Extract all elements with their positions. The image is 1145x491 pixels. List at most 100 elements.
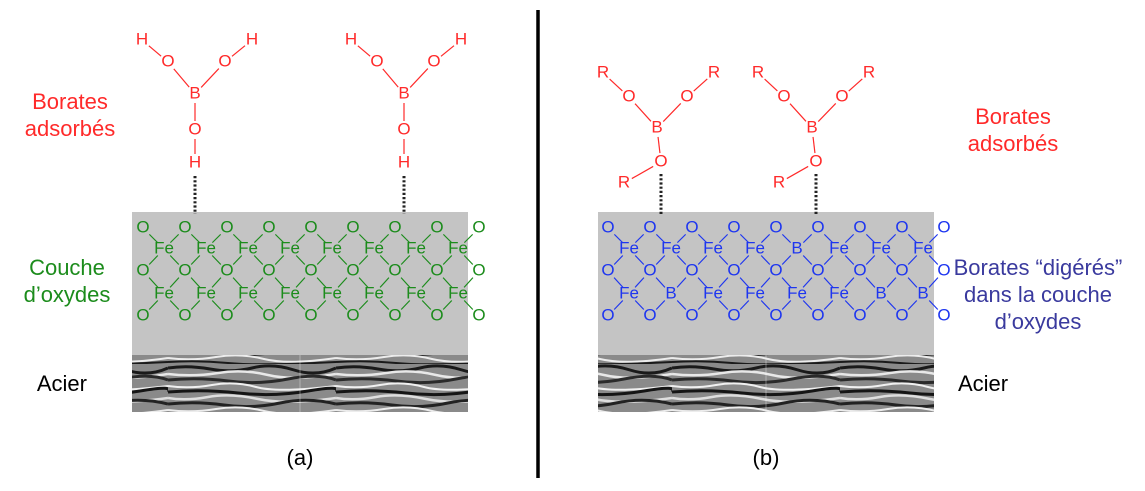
panel-a-lattice-bond	[295, 233, 306, 244]
panel-a-borate-2-bond	[440, 45, 455, 57]
panel-b-lattice-bond	[655, 300, 666, 310]
panel-b-lattice-bond	[928, 277, 939, 288]
panel-a-lattice-bond	[463, 277, 474, 288]
panel-a-lattice-bond	[190, 300, 201, 310]
panel-b-oxygen-atom: O	[727, 260, 740, 279]
panel-b-lattice-bond	[655, 255, 666, 265]
panel-b-lattice-bond	[928, 233, 939, 244]
panel-a-iron-atom: Fe	[322, 238, 342, 257]
panel-a-lattice-bond	[211, 277, 222, 288]
panel-a-lattice-bond	[337, 255, 348, 265]
panel-a-lattice-bond	[274, 255, 285, 265]
panel-a-oxygen-atom: O	[178, 260, 191, 279]
panel-a-lattice-bond	[358, 277, 369, 288]
panel-b-lattice-bond	[697, 277, 708, 288]
panel-b-borate-2-r-group: R	[773, 172, 785, 191]
label-couche-oxydes-line1: Couche	[29, 255, 105, 280]
panel-a-oxygen-atom: O	[262, 305, 275, 324]
panel-b-oxygen-atom: O	[601, 305, 614, 324]
panel-a-lattice-bond	[421, 233, 432, 244]
panel-b-iron-atom: Fe	[871, 238, 891, 257]
panel-b-lattice-bond	[802, 277, 813, 288]
panel-a-borate-2-oxygen-atom: O	[427, 51, 440, 70]
panel-b-lattice-bond	[781, 277, 792, 288]
panel-a-lattice-bond	[253, 233, 264, 244]
panel-b-borate-2-bond	[812, 136, 816, 154]
panel-a-borate-1-hydrogen-atom: H	[246, 29, 258, 48]
panel-b-lattice-bond	[760, 300, 771, 310]
panel-b-borate-1-r-group: R	[708, 62, 720, 81]
panel-b-borate-1-bond	[631, 165, 654, 180]
panel-a-lattice-bond	[232, 233, 243, 244]
panel-b-borate-2-oxygen-atom: O	[809, 151, 822, 170]
panel-a-lattice-bond	[442, 300, 453, 310]
panel-b-lattice-bond	[781, 300, 792, 310]
label-borates-adsorbes-b-line1: Borates	[975, 104, 1051, 129]
panel-b-iron-atom: Fe	[619, 238, 639, 257]
panel-a-borate-2-boron-atom: B	[398, 83, 409, 102]
panel-b-lattice-bond	[760, 255, 771, 265]
panel-b-oxygen-atom: O	[769, 305, 782, 324]
panel-a-borate-2-hydrogen-atom: H	[455, 29, 467, 48]
panel-b-lattice-bond	[739, 300, 750, 310]
panel-a-borate-1-bond	[231, 45, 246, 57]
panel-a-oxygen-atom: O	[472, 217, 485, 236]
panel-b-lattice-bond	[802, 255, 813, 265]
panel-a-borate-1-bond	[200, 68, 220, 88]
panel-b-lattice-bond	[718, 277, 729, 288]
panel-a-oxygen-atom: O	[262, 260, 275, 279]
panel-b-lattice-bond	[718, 300, 729, 310]
panel-a-lattice-bond	[169, 255, 180, 265]
panel-a-lattice-bond	[211, 300, 222, 310]
panel-b-borate-1-r-group: R	[597, 62, 609, 81]
panel-b-borate-1-bond	[662, 103, 682, 122]
panel-a-borate-2-hydrogen-atom: H	[398, 152, 410, 171]
panel-b-lattice-bond	[613, 300, 624, 310]
panel-b-oxygen-atom: O	[895, 260, 908, 279]
panel-a-oxygen-atom: O	[304, 260, 317, 279]
panel-b-lattice-bond	[802, 233, 813, 244]
panel-b-lattice-bond	[928, 300, 939, 310]
panel-a-oxygen-atom: O	[178, 217, 191, 236]
panel-b-borate-1-bond	[609, 78, 623, 92]
panel-b-lattice-bond	[907, 255, 918, 265]
panel-a-oxygen-atom: O	[472, 305, 485, 324]
panel-b-borate-2-bond	[817, 103, 837, 122]
panel-a-lattice-bond	[463, 255, 474, 265]
panel-a-oxygen-atom: O	[220, 217, 233, 236]
panel-b-lattice-bond	[823, 300, 834, 310]
panel-a-iron-atom: Fe	[406, 283, 426, 302]
panel-a-lattice-bond	[169, 233, 180, 244]
panel-b-iron-atom: Fe	[619, 283, 639, 302]
panel-b-lattice-bond	[844, 277, 855, 288]
caption-a: (a)	[287, 445, 314, 470]
panel-a-borate-1-boron-atom: B	[189, 83, 200, 102]
panel-b-borate-1-bond	[657, 136, 661, 154]
panel-a-lattice-bond	[421, 255, 432, 265]
panel-b-oxygen-atom: O	[853, 217, 866, 236]
panel-a-lattice-bond	[232, 300, 243, 310]
panel-b-iron-atom: Fe	[787, 283, 807, 302]
panel-a-lattice-bond	[316, 255, 327, 265]
panel-b-oxygen-atom: O	[685, 260, 698, 279]
panel-a-iron-atom: Fe	[238, 238, 258, 257]
panel-b-borate-2-boron-atom: B	[806, 117, 817, 136]
panel-b-lattice-bond	[928, 255, 939, 265]
panel-b-lattice-bond	[844, 300, 855, 310]
panel-b-oxygen-atom: O	[895, 217, 908, 236]
panel-b-lattice-bond	[865, 233, 876, 244]
panel-a-lattice-bond	[379, 277, 390, 288]
panel-b-lattice-bond	[865, 255, 876, 265]
panel-a-lattice-bond	[400, 277, 411, 288]
panel-b-oxygen-atom: O	[769, 260, 782, 279]
panel-b-borate-1-oxygen-atom: O	[654, 151, 667, 170]
panel-b-oxygen-atom: O	[811, 260, 824, 279]
panel-a-lattice-bond	[358, 300, 369, 310]
panel-a-iron-atom: Fe	[448, 238, 468, 257]
panel-b-oxygen-atom: O	[937, 260, 950, 279]
panel-b-oxygen-atom: O	[937, 217, 950, 236]
panel-b-oxygen-atom: O	[685, 217, 698, 236]
panel-a-oxygen-atom: O	[136, 217, 149, 236]
